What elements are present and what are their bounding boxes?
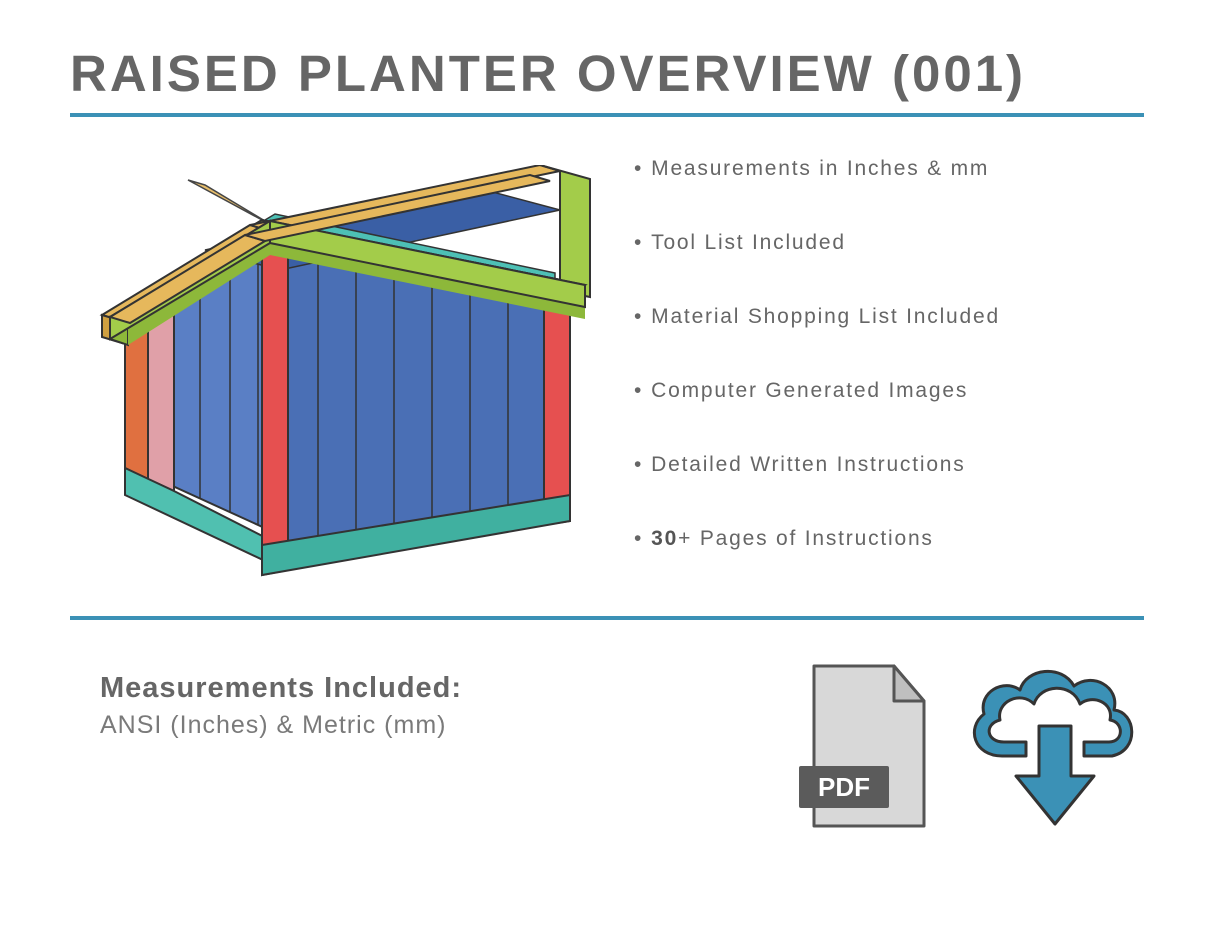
feature-item: • 30+ Pages of Instructions: [634, 527, 1144, 551]
bullet-icon: •: [634, 527, 643, 551]
bullet-icon: •: [634, 157, 643, 181]
svg-text:PDF: PDF: [818, 772, 870, 802]
cloud-download-icon: [954, 656, 1144, 836]
pdf-icon: PDF: [799, 661, 934, 831]
measurements-block: Measurements Included: ANSI (Inches) & M…: [70, 656, 799, 836]
bottom-divider: [70, 616, 1144, 620]
feature-text: Tool List Included: [651, 231, 846, 255]
top-divider: [70, 113, 1144, 117]
measurements-title: Measurements Included:: [100, 672, 799, 705]
feature-item: • Detailed Written Instructions: [634, 453, 1144, 477]
page-title: RAISED PLANTER OVERVIEW (001): [70, 44, 1144, 103]
planter-illustration: [70, 155, 600, 600]
feature-text: Measurements in Inches & mm: [651, 157, 989, 181]
bullet-icon: •: [634, 231, 643, 255]
bullet-icon: •: [634, 305, 643, 329]
bottom-row: Measurements Included: ANSI (Inches) & M…: [70, 656, 1144, 836]
feature-text: Detailed Written Instructions: [651, 453, 965, 477]
feature-item: • Tool List Included: [634, 231, 1144, 255]
feature-item: • Measurements in Inches & mm: [634, 157, 1144, 181]
features-list: • Measurements in Inches & mm • Tool Lis…: [600, 155, 1144, 600]
measurements-subtitle: ANSI (Inches) & Metric (mm): [100, 711, 799, 740]
download-icons: PDF: [799, 656, 1144, 836]
feature-text: 30+ Pages of Instructions: [651, 527, 934, 551]
bullet-icon: •: [634, 379, 643, 403]
feature-text: Computer Generated Images: [651, 379, 968, 403]
bullet-icon: •: [634, 453, 643, 477]
main-row: • Measurements in Inches & mm • Tool Lis…: [70, 155, 1144, 600]
feature-item: • Material Shopping List Included: [634, 305, 1144, 329]
feature-item: • Computer Generated Images: [634, 379, 1144, 403]
feature-text: Material Shopping List Included: [651, 305, 1000, 329]
